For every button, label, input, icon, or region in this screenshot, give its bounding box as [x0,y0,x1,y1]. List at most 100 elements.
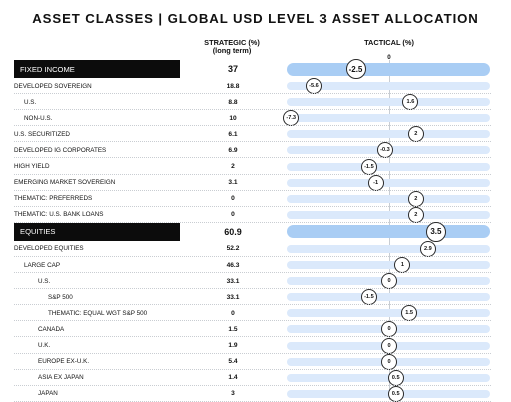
table-row: DEVELOPED SOVEREIGN 18.8 -5.6 [0,78,511,95]
table-row: U.S. SECURITIZED 6.1 2 [0,126,511,143]
row-separator [14,336,491,338]
row-separator [14,255,491,257]
tactical-marker: 2 [407,190,424,207]
tactical-range-bar [287,130,490,139]
row-label: U.S. SECURITIZED [14,130,70,138]
tactical-marker: 2 [407,206,424,223]
strategic-value: 3.1 [228,179,238,187]
strategic-header-line2: (long term) [212,46,252,56]
row-label: LARGE CAP [24,261,61,269]
tactical-marker: 0.5 [387,369,404,386]
row-separator [14,384,491,386]
strategic-value: 2 [231,163,235,171]
table-row: FIXED INCOME 37 -2.5 [0,59,511,79]
row-label: U.S. [24,98,37,106]
table-row: U.K. 1.9 0 [0,337,511,354]
tactical-marker: -7.3 [283,110,300,127]
strategic-value: 6.1 [228,130,238,138]
strategic-value: 0 [231,211,235,219]
tactical-marker: 2 [407,126,424,143]
row-label: NON-U.S. [24,114,53,122]
tactical-marker: -1.5 [360,158,377,175]
strategic-value: 10 [229,114,237,122]
row-separator [14,368,491,370]
tactical-marker: 0 [381,337,397,354]
strategic-value: 60.9 [224,226,242,237]
section-heading-label: FIXED INCOME [14,60,180,78]
tactical-column-header: TACTICAL (%) [364,38,414,47]
row-label: S&P 500 [48,293,73,301]
table-row: THEMATIC: U.S. BANK LOANS 0 2 [0,206,511,223]
section-heading-label: EQUITIES [14,222,180,241]
strategic-value: 0 [231,195,235,203]
row-label: EMERGING MARKET SOVEREIGN [14,179,116,187]
row-label: JAPAN [38,390,58,398]
row-label: DEVELOPED SOVEREIGN [14,82,92,90]
table-row: U.S. 33.1 0 [0,273,511,290]
tactical-marker: 0 [381,273,397,290]
strategic-value: 8.8 [228,98,238,106]
row-separator [14,205,491,207]
row-separator [14,352,491,354]
table-row: CANADA 1.5 0 [0,321,511,338]
tactical-marker: 1 [394,257,411,274]
strategic-value: 3 [231,390,235,398]
row-separator [14,221,491,223]
tactical-zero-label: 0 [387,54,391,61]
strategic-header-line1: STRATEGIC (%) [204,38,260,47]
table-row: EQUITIES 60.9 3.5 [0,221,511,242]
tactical-marker: 0 [381,353,397,370]
strategic-value: 33.1 [226,277,240,285]
table-row: U.S. 8.8 1.6 [0,94,511,111]
tactical-marker: -5.6 [305,78,322,95]
strategic-value: 46.3 [226,261,240,269]
tactical-range-bar [287,210,490,219]
table-row: HIGH YIELD 2 -1.5 [0,158,511,175]
tactical-marker: 0 [381,321,397,338]
tactical-range-bar [287,82,490,91]
page-title: ASSET CLASSES | GLOBAL USD LEVEL 3 ASSET… [32,11,479,26]
row-label: ASIA EX JAPAN [38,374,84,382]
table-row: ASIA EX JAPAN 1.4 0.5 [0,369,511,386]
strategic-value: 6.9 [228,146,238,154]
row-label: DEVELOPED EQUITIES [14,245,84,253]
table-row: NON-U.S. 10 -7.3 [0,110,511,127]
row-separator [14,189,491,191]
tactical-marker: 1.5 [401,305,418,322]
strategic-value: 1.4 [228,374,238,382]
strategic-value: 37 [227,64,238,74]
table-row: S&P 500 33.1 -1.5 [0,289,511,306]
row-separator [14,173,491,175]
strategic-value: 33.1 [226,293,240,301]
tactical-marker: -1.5 [360,289,377,306]
tactical-marker: -2.5 [345,59,366,79]
tactical-marker: 0.5 [387,385,404,402]
table-row: DEVELOPED IG CORPORATES 6.9 -0.3 [0,142,511,159]
row-separator [14,304,491,306]
row-label: U.S. [38,277,51,285]
tactical-range-bar [287,225,490,239]
strategic-column-header: STRATEGIC (%) (long term) [196,38,268,56]
tactical-range-bar [287,178,490,187]
tactical-range-bar [287,293,490,302]
row-separator [14,320,491,322]
table-row: JAPAN 3 0.5 [0,385,511,402]
tactical-range-bar [287,194,490,203]
strategic-value: 52.2 [226,245,240,253]
strategic-value: 0 [231,309,235,317]
row-separator [14,288,491,290]
row-label: U.K. [38,342,51,350]
tactical-marker: -1 [367,174,384,191]
table-row: THEMATIC: EQUAL WGT S&P 500 0 1.5 [0,305,511,322]
row-label: DEVELOPED IG CORPORATES [14,146,107,154]
tactical-marker: 2.9 [419,240,436,257]
strategic-value: 5.4 [228,358,238,366]
tactical-marker: 3.5 [425,221,446,242]
tactical-range-bar [287,309,490,318]
table-row: LARGE CAP 46.3 1 [0,257,511,274]
strategic-value: 1.9 [228,342,238,350]
row-label: EUROPE EX-U.K. [38,358,90,366]
row-separator [14,109,491,111]
tactical-range-bar [287,114,490,123]
row-label: THEMATIC: U.S. BANK LOANS [14,211,104,219]
